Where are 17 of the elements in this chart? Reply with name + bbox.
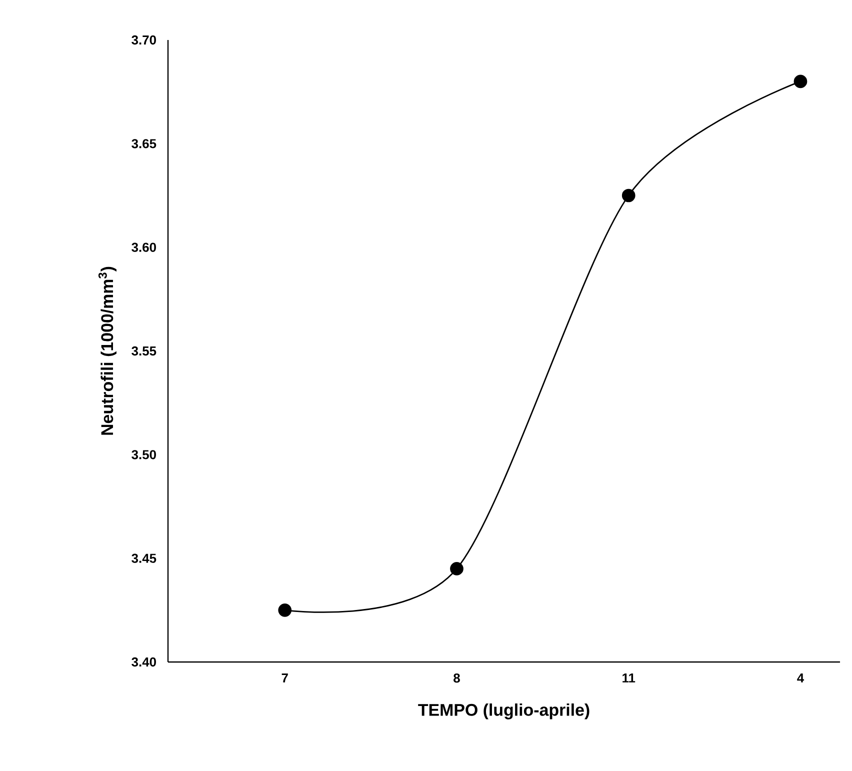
y-tick-label: 3.60 bbox=[132, 242, 156, 252]
y-tick-label: 3.55 bbox=[132, 346, 156, 356]
y-tick-label: 3.65 bbox=[132, 139, 156, 148]
x-tick-label: 4 bbox=[797, 673, 804, 682]
y-tick-label: 3.40 bbox=[132, 657, 156, 667]
y-tick-label: 3.45 bbox=[132, 554, 156, 563]
point bbox=[450, 562, 464, 576]
point bbox=[794, 74, 808, 88]
x-tick-label: 7 bbox=[282, 673, 288, 682]
y-axis-title: Neutrofili (1000/mm$^{3}$) bbox=[98, 266, 116, 435]
x-tick-label: 8 bbox=[454, 673, 460, 683]
y-tick-label: 3.70 bbox=[132, 35, 156, 45]
x-tick-label: 11 bbox=[622, 673, 636, 682]
y-tick-label: 3.50 bbox=[132, 450, 156, 460]
point bbox=[622, 188, 636, 202]
point bbox=[278, 603, 292, 617]
x-axis-title: TEMPO (luglio-aprile) bbox=[418, 703, 590, 720]
